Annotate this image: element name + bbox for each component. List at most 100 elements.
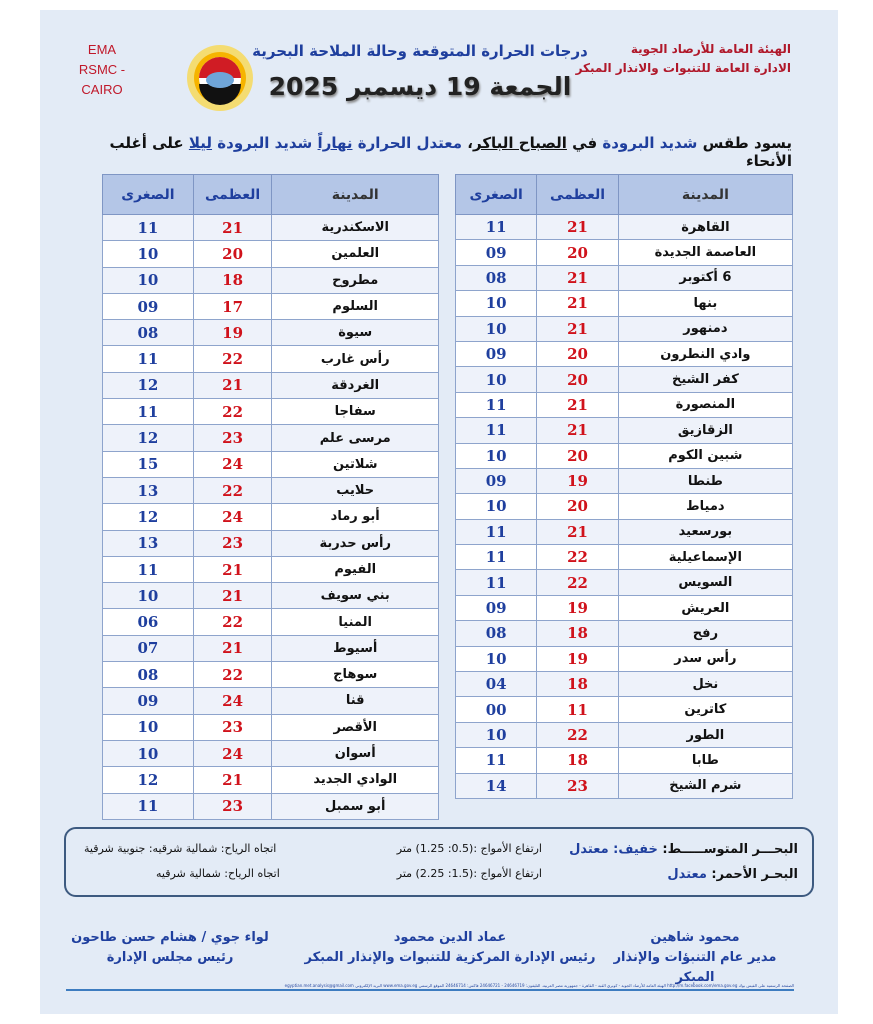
table-row: مرسى علم 23 12 xyxy=(102,424,439,452)
city-name: رأس غارب xyxy=(271,345,439,373)
max-temp: 20 xyxy=(536,366,619,393)
city-name: دمياط xyxy=(617,493,794,520)
table-row: شبين الكوم 20 10 xyxy=(454,442,794,469)
org-line: الهيئة العامة للأرصاد الجوية xyxy=(630,42,791,56)
table-row: مطروح 18 10 xyxy=(102,266,439,294)
max-temp: 21 xyxy=(536,417,619,444)
sea-name: البحـــر المتوســـــط: xyxy=(662,842,798,857)
min-temp: 11 xyxy=(454,213,538,241)
max-temp: 21 xyxy=(192,582,273,610)
table-row: السويس 22 11 xyxy=(454,569,794,596)
city-name: الزقازيق xyxy=(617,417,794,444)
city-name: بنها xyxy=(617,290,794,317)
city-name: رأس سدر xyxy=(617,645,794,673)
min-temp: 08 xyxy=(454,620,538,647)
min-temp: 13 xyxy=(102,476,194,505)
city-name: سوهاج xyxy=(271,661,439,689)
table-row: كاترين 11 00 xyxy=(454,696,794,723)
table-row: الاسكندرية 21 11 xyxy=(102,213,439,242)
city-name: أبو رماد xyxy=(271,503,439,531)
city-name: نخل xyxy=(617,671,794,698)
max-temp: 18 xyxy=(192,266,273,294)
sea-state: خفيف: معتدل xyxy=(569,842,658,857)
city-name: شرم الشيخ xyxy=(617,772,794,799)
min-temp: 12 xyxy=(102,424,194,452)
table-row: الغردقة 21 12 xyxy=(102,371,439,400)
min-temp: 11 xyxy=(454,391,538,419)
city-name: شبين الكوم xyxy=(617,442,794,469)
city-name: الطور xyxy=(617,721,794,749)
min-temp: 11 xyxy=(102,345,194,373)
max-temp: 22 xyxy=(536,721,619,749)
table-row: سيوة 19 08 xyxy=(102,319,439,347)
min-temp: 10 xyxy=(102,266,194,294)
city-name: مرسى علم xyxy=(271,424,439,452)
max-temp: 21 xyxy=(192,634,273,663)
city-name: رأس حدربة xyxy=(271,529,439,557)
min-temp: 10 xyxy=(454,645,538,673)
forecast-date: الجمعة 19 ديسمبر 2025 xyxy=(268,72,572,101)
table-row: نخل 18 04 xyxy=(454,671,794,698)
max-temp: 24 xyxy=(192,739,273,768)
sea-row-mediterranean: البحـــر المتوســـــط: خفيف: معتدل ارتفا… xyxy=(66,842,812,864)
min-temp: 07 xyxy=(102,634,194,663)
table-row: الطور 22 10 xyxy=(454,721,794,749)
city-name: شلاتين xyxy=(271,450,439,478)
sea-name: البحـر الأحمر: xyxy=(711,867,798,882)
city-name: سفاجا xyxy=(271,398,439,426)
table-row: حلايب 22 13 xyxy=(102,476,439,505)
table-row: سفاجا 22 11 xyxy=(102,398,439,426)
max-temp: 23 xyxy=(192,713,273,741)
table-row: رأس سدر 19 10 xyxy=(454,645,794,673)
city-name: قنا xyxy=(271,687,439,715)
min-temp: 14 xyxy=(454,772,538,799)
city-name: العريش xyxy=(617,594,794,622)
min-temp: 09 xyxy=(454,239,538,266)
table-row: دمياط 20 10 xyxy=(454,493,794,520)
city-name: المنصورة xyxy=(617,391,794,419)
min-temp: 10 xyxy=(454,442,538,469)
temperature-table-right: المدينة العظمى الصغرى القاهرة 21 11 العاصمة… xyxy=(454,174,794,799)
wind-direction: اتجاه الرياح: شمالية شرقيه: جنوبية شرقية xyxy=(84,842,277,855)
min-temp: 12 xyxy=(102,371,194,400)
min-temp: 11 xyxy=(454,544,538,571)
max-temp: 23 xyxy=(192,424,273,452)
footer-contact-info: الصفحة الرسمية على الفيس بوك http://m.fa… xyxy=(66,983,794,991)
header-max: العظمى xyxy=(536,174,619,215)
header-max: العظمى xyxy=(192,174,273,215)
table-row: أسيوط 21 07 xyxy=(102,634,439,663)
weather-summary: يسود طقس شديد البرودة في الصباح الباكر، … xyxy=(109,134,792,170)
city-name: طابا xyxy=(617,747,794,774)
min-temp: 11 xyxy=(102,213,194,242)
min-temp: 09 xyxy=(454,594,538,622)
max-temp: 22 xyxy=(192,476,273,505)
max-temp: 20 xyxy=(536,239,619,266)
ema-label: EMA RSMC - CAIRO xyxy=(62,40,142,100)
sea-row-red-sea: البحـر الأحمر: معتدل ارتفاع الأمواج :(1.… xyxy=(66,867,812,889)
table-row: الوادي الجديد 21 12 xyxy=(102,766,439,794)
org-department: الادارة العامة للتنبوات والانذار المبكر xyxy=(575,61,791,75)
min-temp: 10 xyxy=(454,290,538,317)
min-temp: 11 xyxy=(102,398,194,426)
city-name: الاسكندرية xyxy=(271,213,439,242)
city-name: مطروح xyxy=(271,266,439,294)
sea-conditions-box: البحـــر المتوســـــط: خفيف: معتدل ارتفا… xyxy=(64,827,814,897)
table-row: أبو سمبل 23 11 xyxy=(102,792,439,820)
min-temp: 10 xyxy=(102,582,194,610)
min-temp: 08 xyxy=(102,319,194,347)
city-name: كفر الشيخ xyxy=(617,366,794,393)
city-name: العلمين xyxy=(271,240,439,268)
max-temp: 23 xyxy=(192,792,273,820)
signatory-name: عماد الدين محمود xyxy=(393,930,507,945)
max-temp: 21 xyxy=(192,766,273,794)
signature-block: لواء جوي / هشام حسن طاحون رئيس مجلس الإد… xyxy=(70,928,270,968)
min-temp: 10 xyxy=(454,315,538,342)
max-temp: 20 xyxy=(536,493,619,520)
min-temp: 11 xyxy=(102,555,194,584)
min-temp: 09 xyxy=(102,687,194,715)
table-row: المنيا 22 06 xyxy=(102,608,439,636)
table-row: العريش 19 09 xyxy=(454,594,794,622)
min-temp: 10 xyxy=(102,713,194,741)
min-temp: 09 xyxy=(102,292,194,321)
min-temp: 10 xyxy=(454,721,538,749)
